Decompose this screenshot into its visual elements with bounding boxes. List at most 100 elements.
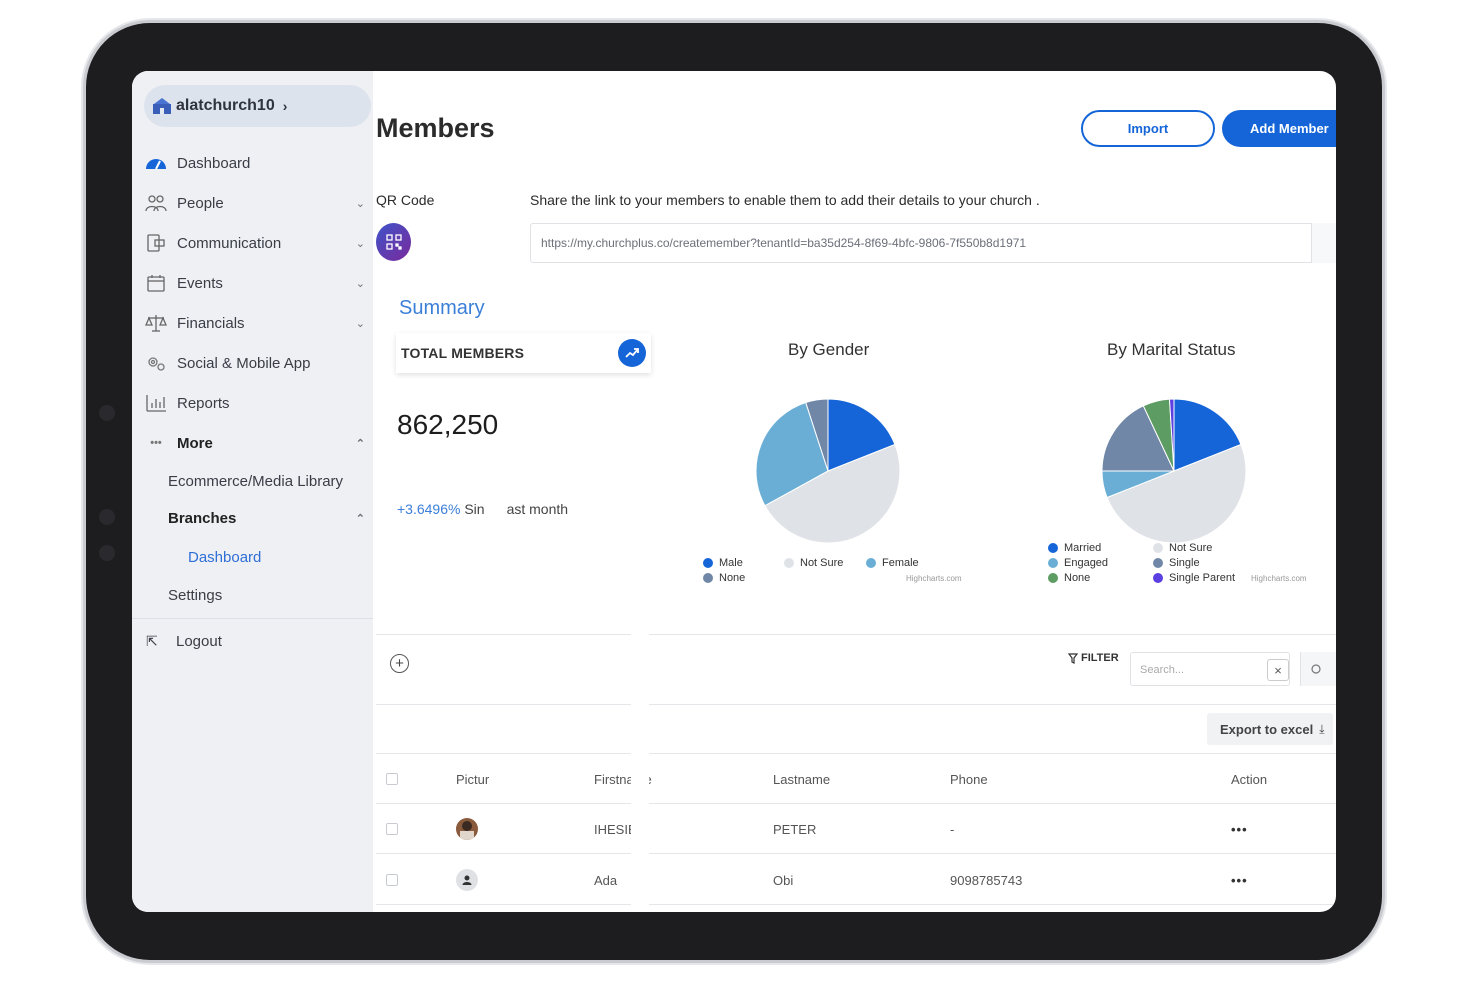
sidebar-item-people[interactable]: People ⌄ — [132, 183, 373, 223]
sidebar-item-label: Social & Mobile App — [177, 354, 311, 372]
calendar-icon — [144, 272, 168, 294]
table-row[interactable]: IHESIE PETER - ••• — [376, 804, 1336, 854]
copy-link-button[interactable] — [1311, 223, 1336, 263]
chevron-down-icon: ⌄ — [355, 317, 365, 330]
sidebar-item-social-mobile-app[interactable]: Social & Mobile App — [132, 343, 373, 383]
pie-slice-married[interactable] — [1173, 398, 1242, 472]
sidebar-item-label: People — [177, 194, 224, 212]
qr-code-icon — [385, 234, 402, 250]
sidebar-item-label: Reports — [177, 394, 230, 412]
search-button[interactable] — [1300, 652, 1336, 686]
logout-link[interactable]: ⇱ Logout — [146, 629, 222, 653]
filter-button[interactable]: FILTER — [1068, 652, 1119, 664]
sidebar-item-label: Events — [177, 274, 223, 292]
search-icon — [1311, 664, 1321, 674]
search-input[interactable]: Search... — [1130, 652, 1290, 686]
select-all-checkbox[interactable] — [386, 754, 398, 804]
sidebar-item-branches-dashboard[interactable]: Dashboard — [132, 537, 373, 577]
table-toolbar: + FILTER Search... × — [376, 635, 1336, 705]
pie-slice-single-parent[interactable] — [1168, 398, 1175, 472]
trending-up-icon — [625, 348, 639, 358]
sidebar-item-more[interactable]: ••• More ⌃ — [132, 423, 373, 463]
cell-firstname: IHESIE — [594, 821, 637, 837]
table-row[interactable]: Ada Obi 9098785743 ••• — [376, 855, 1336, 905]
pie-slice-male[interactable] — [827, 398, 896, 472]
pie-slice-none[interactable] — [805, 398, 829, 472]
filter-label: FILTER — [1081, 652, 1119, 664]
download-icon: ⤓ — [1319, 721, 1325, 736]
column-header-lastname[interactable]: Lastname — [773, 771, 831, 787]
pie-slice-single[interactable] — [1101, 405, 1175, 472]
legend-label: Married — [1064, 542, 1102, 554]
sidebar-item-label: Financials — [177, 314, 245, 332]
legend-item-not-sure[interactable]: Not Sure — [1153, 542, 1212, 554]
legend-item-married[interactable]: Married — [1048, 542, 1101, 554]
people-icon — [144, 192, 168, 214]
sidebar-item-ecommerce-media-library[interactable]: Ecommerce/Media Library — [132, 463, 373, 500]
chevron-up-icon: ⌃ — [355, 437, 365, 450]
chart-credit[interactable]: Highcharts.com — [906, 574, 962, 583]
pie-slice-not-sure[interactable] — [764, 443, 901, 544]
legend-item-none[interactable]: None — [703, 572, 745, 584]
import-button[interactable]: Import — [1081, 110, 1215, 147]
app-screen: alatchurch10 › Dashboard People ⌄ — [132, 71, 1336, 912]
legend-item-not-sure[interactable]: Not Sure — [784, 557, 843, 569]
logout-arrow-icon: ⇱ — [146, 632, 158, 649]
add-member-button[interactable]: Add Member — [1222, 110, 1336, 147]
column-header-picture[interactable]: Pictur — [456, 771, 490, 787]
legend-item-none[interactable]: None — [1048, 572, 1090, 584]
pie-slice-not-sure[interactable] — [1106, 443, 1247, 544]
cell-lastname: Obi — [773, 872, 794, 888]
sidebar-item-events[interactable]: Events ⌄ — [132, 263, 373, 303]
clear-search-icon[interactable]: × — [1267, 659, 1289, 681]
growth-period-text: ast month — [506, 501, 569, 517]
legend-dot — [1048, 558, 1058, 568]
column-header-action[interactable]: Action — [1231, 771, 1268, 787]
row-checkbox[interactable] — [386, 855, 398, 905]
export-label: Export to excel — [1220, 721, 1314, 737]
sidebar-item-label: Ecommerce/Media Library — [168, 473, 344, 490]
legend-dot — [703, 573, 713, 583]
default-avatar-icon — [456, 869, 478, 891]
sidebar-item-reports[interactable]: Reports — [132, 383, 373, 423]
legend-item-engaged[interactable]: Engaged — [1048, 557, 1108, 569]
column-header-phone[interactable]: Phone — [950, 771, 988, 787]
row-actions-menu[interactable]: ••• — [1231, 872, 1248, 888]
chart-credit[interactable]: Highcharts.com — [1251, 574, 1307, 583]
legend-item-single-parent[interactable]: Single Parent — [1153, 572, 1235, 584]
checkbox[interactable] — [386, 874, 398, 886]
marital-pie-chart — [1101, 398, 1247, 544]
gears-icon — [144, 352, 168, 374]
add-circle-icon[interactable]: + — [390, 654, 409, 673]
legend-dot — [1153, 543, 1163, 553]
sidebar-item-branches[interactable]: Branches ⌃ — [132, 500, 373, 537]
qr-code-label: QR Code — [376, 192, 435, 208]
checkbox[interactable] — [386, 823, 398, 835]
qr-code-button[interactable] — [376, 223, 411, 261]
legend-item-single[interactable]: Single — [1153, 557, 1200, 569]
checkbox[interactable] — [386, 773, 398, 785]
chevron-up-icon: ⌃ — [355, 513, 365, 525]
legend-item-male[interactable]: Male — [703, 557, 743, 569]
trend-button[interactable] — [618, 339, 646, 367]
row-checkbox[interactable] — [386, 804, 398, 854]
church-switcher[interactable]: alatchurch10 › — [144, 85, 371, 127]
legend-label: Not Sure — [1169, 542, 1213, 554]
growth-since-text: Sin — [460, 501, 485, 517]
total-members-value: 862,250 — [397, 409, 499, 440]
export-excel-button[interactable]: Export to excel ⤓ — [1207, 713, 1333, 745]
sidebar-item-label: More — [177, 434, 213, 452]
legend-label: None — [1064, 572, 1091, 584]
legend-item-female[interactable]: Female — [866, 557, 919, 569]
pie-slice-female[interactable] — [755, 401, 829, 507]
cell-phone: 9098785743 — [950, 872, 1023, 888]
member-photo — [456, 818, 478, 840]
sidebar-item-financials[interactable]: Financials ⌄ — [132, 303, 373, 343]
sidebar-item-communication[interactable]: Communication ⌄ — [132, 223, 373, 263]
sidebar-item-dashboard[interactable]: Dashboard — [132, 143, 373, 183]
row-actions-menu[interactable]: ••• — [1231, 821, 1248, 837]
chevron-right-icon: › — [282, 98, 288, 114]
sidebar-item-settings[interactable]: Settings — [132, 577, 373, 614]
member-link-field[interactable]: https://my.churchplus.co/createmember?te… — [530, 223, 1320, 263]
avatar — [456, 804, 478, 854]
